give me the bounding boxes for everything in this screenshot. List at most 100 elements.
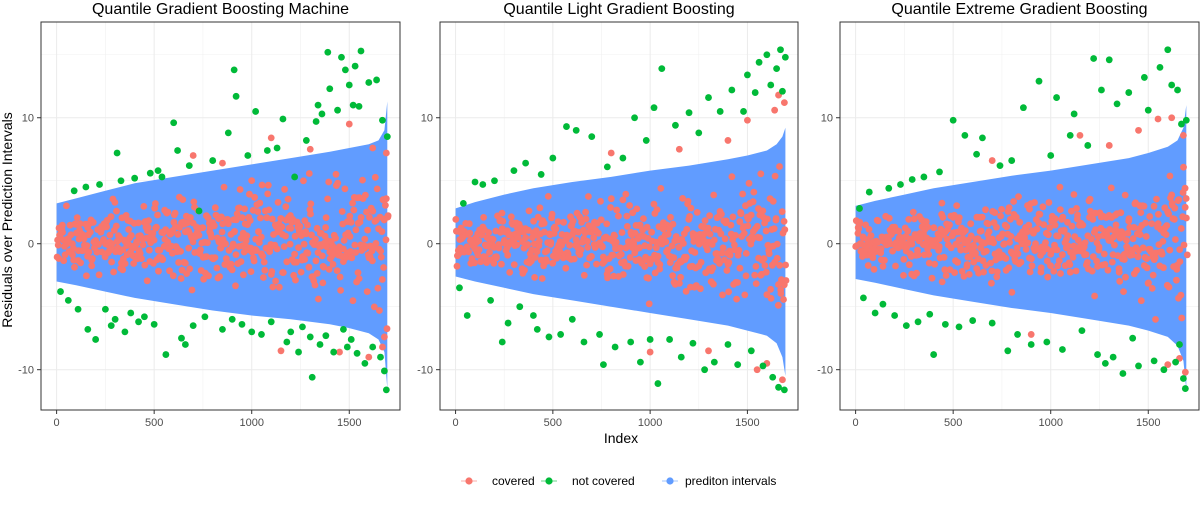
point-not-covered [463, 312, 471, 319]
point-not-covered [314, 101, 322, 109]
point-covered [998, 206, 1005, 213]
point-not-covered [701, 366, 709, 374]
point-covered [669, 272, 677, 280]
point-covered [1005, 264, 1013, 272]
point-covered [190, 198, 198, 206]
point-not-covered [224, 129, 232, 137]
point-covered [705, 347, 712, 355]
point-covered [1107, 184, 1115, 192]
point-covered [744, 116, 751, 124]
point-covered [1181, 368, 1189, 376]
point-covered [1081, 239, 1089, 247]
point-covered [188, 286, 196, 294]
point-covered [771, 172, 779, 180]
plot-area [452, 46, 790, 394]
point-not-covered [341, 66, 349, 74]
point-covered [1068, 207, 1075, 215]
point-covered [728, 173, 736, 181]
point-not-covered [1156, 63, 1164, 71]
point-not-covered [334, 106, 341, 114]
point-covered [761, 262, 769, 269]
point-covered [1022, 245, 1030, 253]
point-covered [369, 257, 376, 265]
point-not-covered [631, 114, 638, 122]
x-tick-label: 1500 [337, 417, 361, 429]
point-covered [1143, 255, 1151, 262]
panel-3: Quantile Extreme Gradient Boosting 0 500 10… [817, 1, 1200, 429]
point-covered [1143, 264, 1151, 272]
point-not-covered [627, 338, 635, 346]
point-covered [1139, 244, 1147, 252]
point-covered [751, 271, 759, 279]
point-covered [733, 295, 740, 303]
point-covered [900, 272, 907, 279]
point-covered [970, 243, 978, 251]
point-covered [1023, 228, 1031, 236]
point-covered [1059, 251, 1066, 259]
point-covered [908, 240, 916, 248]
point-not-covered [724, 341, 732, 348]
point-covered [1176, 258, 1184, 265]
point-covered [465, 220, 473, 228]
point-not-covered [533, 325, 541, 333]
point-not-covered [283, 338, 291, 346]
point-not-covered [856, 205, 863, 212]
point-not-covered [238, 320, 246, 328]
point-covered [352, 226, 360, 234]
point-covered [1091, 292, 1098, 300]
point-covered [687, 204, 695, 212]
point-covered [112, 222, 120, 230]
point-covered [1088, 267, 1096, 275]
point-covered [272, 277, 279, 285]
point-not-covered [1066, 131, 1074, 139]
point-covered [895, 227, 903, 235]
point-not-covered [949, 116, 957, 124]
point-covered [301, 256, 309, 263]
point-covered [1183, 214, 1190, 222]
point-not-covered [361, 359, 369, 367]
point-covered [98, 248, 106, 256]
point-covered [623, 223, 631, 230]
point-not-covered [228, 315, 236, 323]
point-covered [325, 178, 333, 186]
point-covered [905, 261, 913, 269]
point-covered [143, 234, 151, 242]
point-covered [261, 266, 269, 274]
point-covered [870, 266, 878, 273]
point-covered [1176, 246, 1184, 254]
point-covered [544, 193, 552, 200]
point-covered [219, 159, 226, 167]
point-covered [253, 247, 260, 255]
point-covered [130, 260, 138, 267]
point-covered [352, 249, 359, 256]
point-not-covered [920, 173, 928, 181]
point-covered [250, 257, 258, 265]
point-covered [1000, 240, 1008, 248]
point-covered [246, 217, 254, 224]
point-covered [489, 236, 497, 243]
point-covered [662, 238, 670, 246]
point-covered [759, 207, 767, 215]
point-covered [697, 258, 705, 266]
point-covered [606, 265, 614, 273]
point-covered [355, 275, 363, 282]
point-covered [582, 208, 589, 216]
point-covered [935, 235, 943, 243]
point-covered [741, 291, 749, 299]
point-covered [504, 251, 512, 259]
point-covered [1072, 267, 1080, 275]
y-tick-label: 10 [821, 113, 833, 125]
point-covered [340, 237, 348, 244]
point-covered [1054, 262, 1062, 270]
point-covered [905, 216, 913, 223]
point-not-covered [545, 333, 553, 341]
point-not-covered [734, 361, 742, 369]
point-not-covered [1174, 86, 1181, 94]
point-covered [619, 196, 627, 204]
point-covered [107, 213, 115, 221]
point-covered [1163, 222, 1171, 229]
point-covered [311, 281, 319, 289]
point-covered [103, 223, 110, 231]
plot-area [852, 46, 1191, 392]
point-covered [938, 199, 946, 207]
